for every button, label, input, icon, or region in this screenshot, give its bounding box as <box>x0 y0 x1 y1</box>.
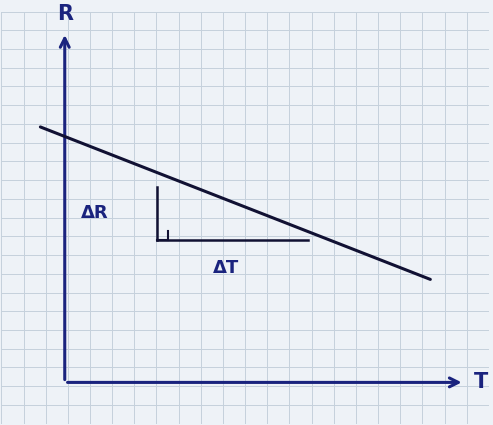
Text: ΔT: ΔT <box>212 259 239 277</box>
Text: ΔR: ΔR <box>81 204 108 222</box>
Text: R: R <box>57 4 73 24</box>
Text: T: T <box>474 372 489 392</box>
